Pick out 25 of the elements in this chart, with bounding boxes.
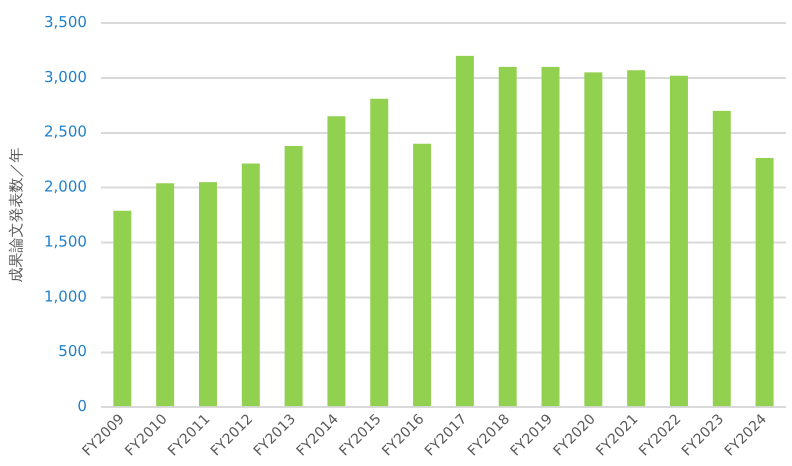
bar [670,76,688,406]
bar [113,210,132,406]
y-tick-label: 500 [58,342,87,360]
bar [627,70,646,406]
bar [712,110,731,406]
y-tick-label: 0 [77,397,87,416]
bar [242,164,260,406]
y-tick-label: 2,000 [44,178,87,196]
y-tick-label: 3,000 [44,68,87,86]
y-axis-title: 成果論文発表数／年 [6,148,25,283]
bar [370,98,388,406]
bar [198,182,217,406]
y-tick-label: 1,500 [44,232,87,250]
y-tick-label: 2,500 [44,122,87,141]
bar [498,66,517,406]
bar [542,66,560,406]
y-tick-label: 1,000 [44,287,87,306]
bar [156,183,174,406]
bar [327,116,346,406]
bar [756,158,774,406]
bar [284,146,303,406]
y-tick-label: 3,500 [44,12,87,31]
bar [584,72,602,406]
bar [413,144,432,406]
bar [456,56,474,406]
